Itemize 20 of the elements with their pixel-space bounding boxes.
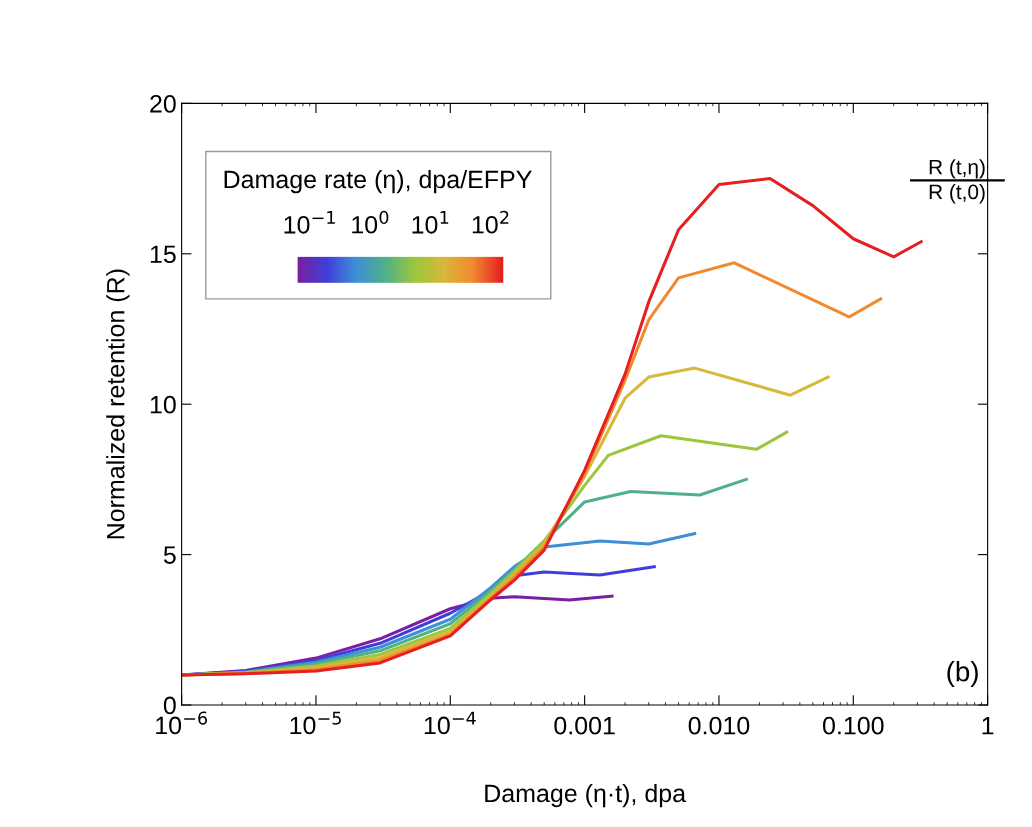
y-tick-label: 10 xyxy=(150,395,176,414)
annotation: Damage rate (η), dpa/EFPY xyxy=(224,169,532,194)
x-axis-title: Damage (η·t), dpa xyxy=(485,783,687,808)
annotation: 10$^{1}$ xyxy=(412,211,449,234)
annotation: R (t,η) xyxy=(929,159,985,179)
annotation: R (t,0) xyxy=(929,184,985,204)
x-tick-label: 10$^{−5}$ xyxy=(290,711,341,735)
x-tick-label: 0.001 xyxy=(554,716,615,735)
x-tick-label: 1 xyxy=(982,717,994,735)
annotation: (b) xyxy=(947,661,978,687)
y-tick-label: 20 xyxy=(150,94,176,113)
x-tick-label: 0.100 xyxy=(822,716,884,735)
annotation: 10$^{−1}$ xyxy=(284,211,335,234)
x-tick-label: 0.010 xyxy=(688,716,750,735)
x-tick-label: 10$^{−4}$ xyxy=(424,711,476,735)
y-axis-title: Normalized retention (R) xyxy=(106,269,130,539)
annotation: 10$^{0}$ xyxy=(352,210,389,234)
annotation: 10$^{2}$ xyxy=(472,210,509,234)
y-tick-label: 15 xyxy=(150,245,176,264)
y-tick-label: 5 xyxy=(163,546,176,564)
